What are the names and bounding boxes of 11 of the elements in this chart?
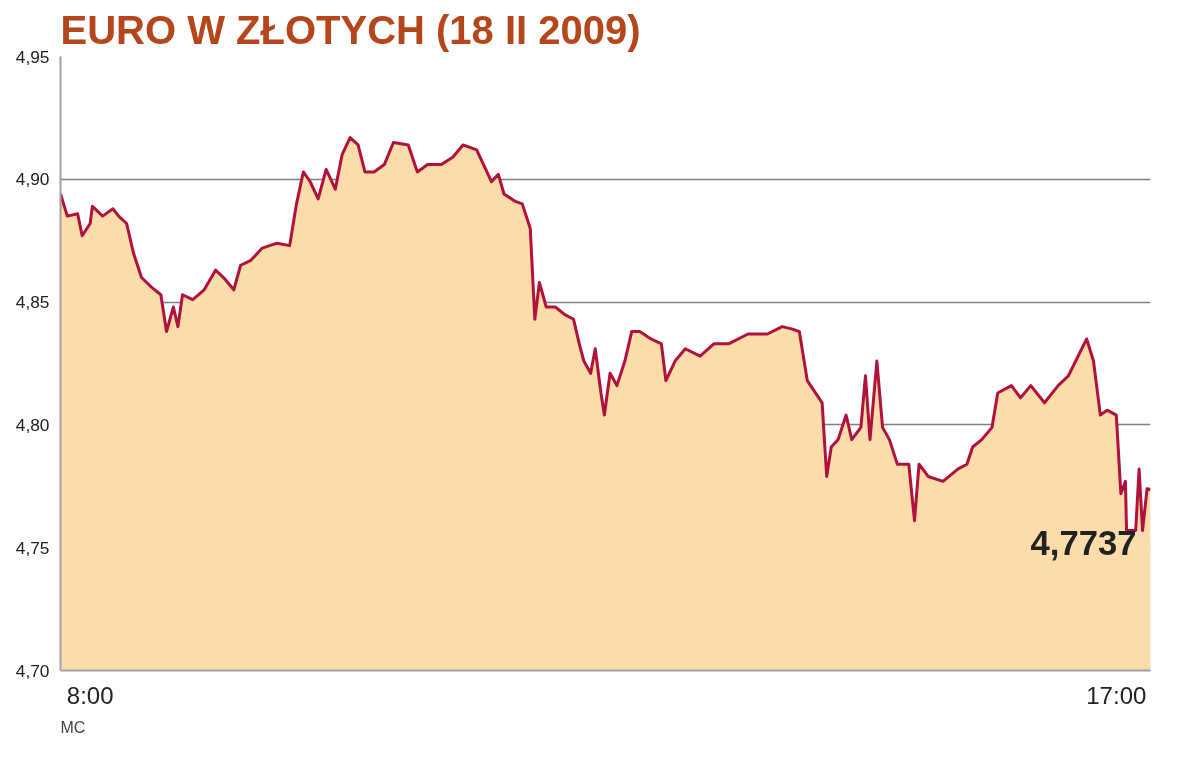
y-tick-label: 4,75 — [15, 537, 50, 558]
x-tick-label: 17:00 — [1086, 681, 1147, 709]
y-tick-label: 4,80 — [15, 414, 50, 435]
y-tick-label: 4,70 — [15, 660, 50, 681]
y-tick-label: 4,85 — [15, 292, 50, 313]
annotation: 4,7737 — [1030, 524, 1137, 563]
y-tick-label: 4,90 — [15, 169, 50, 190]
x-tick-label: 8:00 — [66, 681, 114, 709]
chart-title: EURO W ZŁOTYCH (18 II 2009) — [60, 7, 641, 52]
y-tick-label: 4,95 — [15, 46, 50, 67]
text: MC — [60, 718, 86, 736]
